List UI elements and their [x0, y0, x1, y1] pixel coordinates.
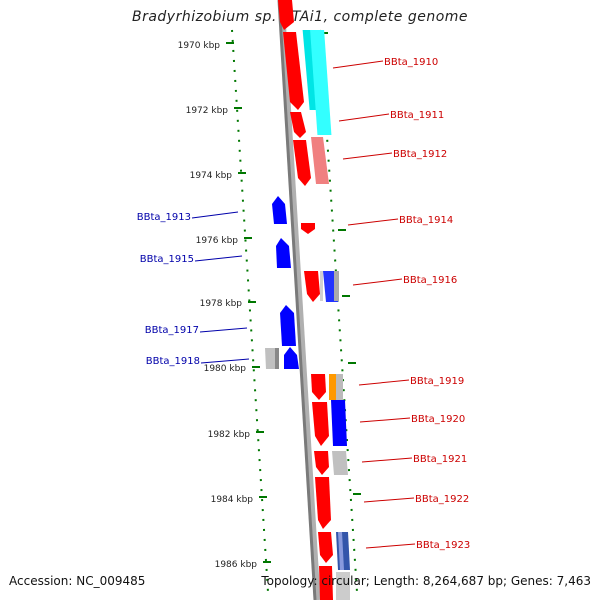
label-leader: [352, 278, 403, 286]
gene-label: BBta_1914: [399, 215, 453, 226]
label-leader: [361, 457, 413, 463]
label-leader: [363, 497, 415, 503]
scale-label: 1982 kbp: [208, 430, 251, 440]
gene-arrow: [284, 347, 299, 369]
forward-gene-labels: BBta_1910 BBta_1911 BBta_1912 BBta_1914 …: [332, 57, 470, 551]
gene-arrow: [276, 238, 291, 268]
label-leader: [338, 113, 390, 122]
gene-block-grey: [275, 348, 279, 369]
label-leader: [200, 358, 250, 364]
gene-arrow: [272, 196, 287, 224]
scale-label: 1984 kbp: [211, 495, 254, 505]
inner-scale-dots: [231, 29, 269, 593]
gene-block-blue: [331, 400, 347, 446]
backbone-line: [277, 0, 317, 600]
reverse-strand-genes: [265, 196, 299, 369]
label-leader: [359, 417, 411, 423]
outer-scale-dots: [319, 29, 358, 593]
gene-label: BBta_1912: [393, 149, 447, 160]
gene-label: BBta_1915: [140, 254, 194, 265]
scale-ticks: 1970 kbp 1972 kbp 1974 kbp 1976 kbp 1978…: [178, 32, 361, 570]
gene-label: BBta_1923: [416, 540, 470, 551]
gene-block-grey: [332, 451, 348, 475]
gene-arrow: [319, 566, 333, 600]
backbone: [277, 0, 321, 600]
gene-label: BBta_1921: [413, 454, 467, 465]
gene-arrow: [283, 32, 304, 110]
gene-label: BBta_1911: [390, 110, 444, 121]
gene-label: BBta_1922: [415, 494, 469, 505]
gene-block-lightblue: [338, 532, 344, 570]
label-leader: [199, 327, 248, 333]
gene-label: BBta_1918: [146, 356, 200, 367]
gene-arrow: [301, 223, 315, 234]
gene-arrow: [304, 271, 320, 302]
scale-label: 1970 kbp: [178, 41, 221, 51]
gene-arrow: [280, 305, 296, 346]
gene-label: BBta_1910: [384, 57, 438, 68]
gene-block-grey: [336, 374, 343, 400]
label-leader: [347, 218, 399, 226]
gene-arrow: [315, 477, 331, 529]
gene-label: BBta_1917: [145, 325, 199, 336]
scale-label: 1972 kbp: [186, 106, 229, 116]
gene-block-orange: [329, 374, 336, 400]
label-leader: [342, 152, 393, 160]
gene-label: BBta_1913: [137, 212, 191, 223]
forward-strand-genes: [278, 0, 350, 600]
scale-label: 1974 kbp: [190, 171, 233, 181]
gene-arrow: [318, 532, 333, 563]
reverse-gene-labels: BBta_1913 BBta_1915 BBta_1917 BBta_1918: [137, 211, 250, 367]
gene-arrow: [311, 374, 326, 400]
label-leader: [332, 60, 384, 69]
genome-summary-text: Topology: circular; Length: 8,264,687 bp…: [261, 574, 591, 588]
gene-arrow: [278, 0, 294, 30]
gene-arrow: [312, 402, 329, 446]
scale-label: 1976 kbp: [196, 236, 239, 246]
gene-arrow: [314, 451, 329, 475]
gene-block-grey: [334, 271, 339, 301]
label-leader: [194, 255, 243, 262]
map-title: Bradyrhizobium sp. BTAi1, complete genom…: [131, 9, 469, 25]
gene-label: BBta_1920: [411, 414, 465, 425]
gene-block-grey: [320, 271, 323, 301]
scale-ruler: [231, 29, 358, 593]
accession-text: Accession: NC_009485: [9, 574, 146, 588]
gene-block-pink: [311, 137, 329, 184]
gene-block-grey: [336, 572, 350, 600]
gene-label: BBta_1916: [403, 275, 457, 286]
scale-label: 1980 kbp: [204, 364, 247, 374]
label-leader: [358, 379, 410, 386]
gene-block-cyan: [310, 30, 332, 135]
backbone-shadow: [279, 0, 321, 600]
label-leader: [191, 211, 239, 219]
gene-arrow: [293, 140, 311, 186]
gene-arrow: [290, 112, 306, 138]
scale-label: 1986 kbp: [215, 560, 258, 570]
gene-label: BBta_1919: [410, 376, 464, 387]
label-leader: [365, 543, 416, 549]
scale-label: 1978 kbp: [200, 299, 243, 309]
